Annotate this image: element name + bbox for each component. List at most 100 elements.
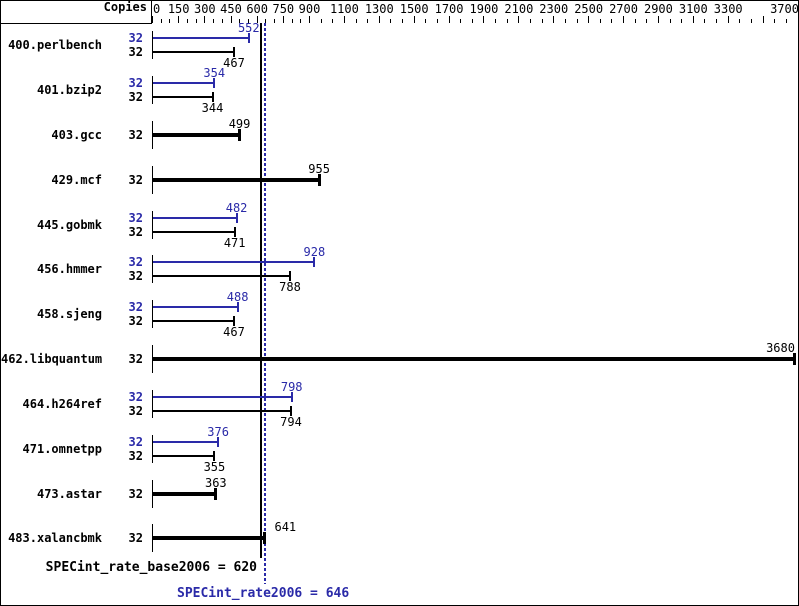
peak-value-label: 376 [207,424,229,439]
base-value-label: 344 [201,101,224,116]
x-axis-minor-tick [247,19,249,23]
copies-value: 32 [128,486,143,501]
x-axis-major-tick [553,16,555,23]
base-bar-end-cap [262,532,266,545]
base-bar [153,491,216,496]
x-axis-minor-tick [599,19,601,23]
x-axis-minor-tick [402,19,404,23]
x-axis-minor-tick [750,19,752,23]
peak-bar [153,395,292,398]
x-axis-minor-tick [716,19,718,23]
x-axis-tick-label: 2300 [539,2,569,16]
x-axis-major-tick [623,16,625,23]
group-axis-stub [152,389,153,418]
x-axis-minor-tick [300,19,302,23]
x-axis-tick-label: 2900 [643,2,673,16]
base-bar [153,409,292,412]
base-bar-end-cap [213,450,216,461]
peak-bar-end-cap [290,391,293,402]
base-bar-end-cap [232,316,235,327]
x-axis-major-tick [178,16,180,23]
x-axis-tick-label: 2500 [574,2,604,16]
copies-value: 32 [128,314,143,329]
x-axis-minor-tick [774,19,776,23]
peak-bar [153,82,215,85]
x-axis-major-tick [256,16,258,23]
benchmark-label: 483.xalancbmk [8,531,102,546]
base-bar-end-cap [290,405,293,416]
x-axis-minor-tick [634,19,636,23]
x-axis-tick-label: 1700 [434,2,464,16]
base-summary-label: SPECint_rate_base2006 = 620 [45,560,257,575]
peak-value-label: 354 [203,66,226,81]
base-bar-end-cap [288,271,291,282]
x-axis-minor-tick [669,19,671,23]
x-axis-major-tick [230,16,232,23]
group-axis-stub [152,255,153,284]
x-axis-minor-tick [239,19,241,23]
copies-value: 32 [128,403,143,418]
x-axis-major-tick [378,16,380,23]
peak-bar [153,216,237,219]
x-axis-tick-label: 2100 [504,2,534,16]
x-axis-tick-label: 3700 [770,2,799,16]
x-axis-tick-label: 300 [193,2,216,16]
group-axis-stub [152,479,153,508]
base-bar [153,275,290,278]
benchmark-label: 401.bzip2 [36,83,102,98]
x-axis-minor-tick [785,19,787,23]
benchmark-label: 403.gcc [51,127,102,142]
x-axis-minor-tick [611,19,613,23]
copies-value: 32 [128,531,143,546]
base-bar-end-cap [238,128,242,141]
copies-value: 32 [128,76,143,91]
benchmark-label: 462.libquantum [1,352,103,367]
peak-summary-label: SPECint_rate2006 = 646 [177,586,350,601]
base-value-label: 955 [308,161,330,176]
x-axis-major-tick [309,16,310,23]
x-axis-tick-label: 3300 [713,2,743,16]
x-axis-minor-tick [681,19,683,23]
base-bar [153,51,234,54]
x-axis-minor-tick [460,19,462,23]
group-axis-stub [152,345,153,374]
base-bar-end-cap [317,173,321,186]
copies-value: 32 [128,90,143,105]
base-bar [153,536,265,541]
base-value-label: 3680 [766,341,795,356]
peak-value-label: 798 [280,379,303,394]
x-axis-major-tick [448,16,450,23]
base-bar [153,320,234,323]
base-value-label: 471 [223,235,246,250]
copies-value: 32 [128,448,143,463]
x-axis-major-tick [483,16,485,23]
x-axis-minor-tick [367,19,369,23]
group-axis-stub [152,300,153,329]
x-axis-minor-tick [541,19,543,23]
x-axis-tick-label: 1300 [364,2,394,16]
peak-reference-line [264,23,267,584]
x-axis-minor-tick [506,19,508,23]
header-underline [1,23,152,24]
base-bar-end-cap [233,226,236,237]
benchmark-label: 464.h264ref [22,396,102,411]
x-axis-major-tick [518,16,520,23]
peak-bar-end-cap [213,78,216,89]
base-bar [153,177,320,182]
base-value-label: 355 [203,459,226,474]
x-axis-minor-tick [495,19,497,23]
x-axis-minor-tick [320,19,322,23]
x-axis-minor-tick [471,19,473,23]
base-bar [153,230,235,233]
x-axis-minor-tick [425,19,427,23]
copies-value: 32 [128,255,143,270]
group-axis-stub [152,524,153,553]
x-axis-minor-tick [169,19,171,23]
copies-value: 32 [128,269,143,284]
x-axis-minor-tick [529,19,531,23]
x-axis-minor-tick [291,19,293,23]
group-axis-stub [152,120,153,149]
benchmark-label: 429.mcf [51,172,102,187]
x-axis-tick-label: 600 [246,2,269,16]
